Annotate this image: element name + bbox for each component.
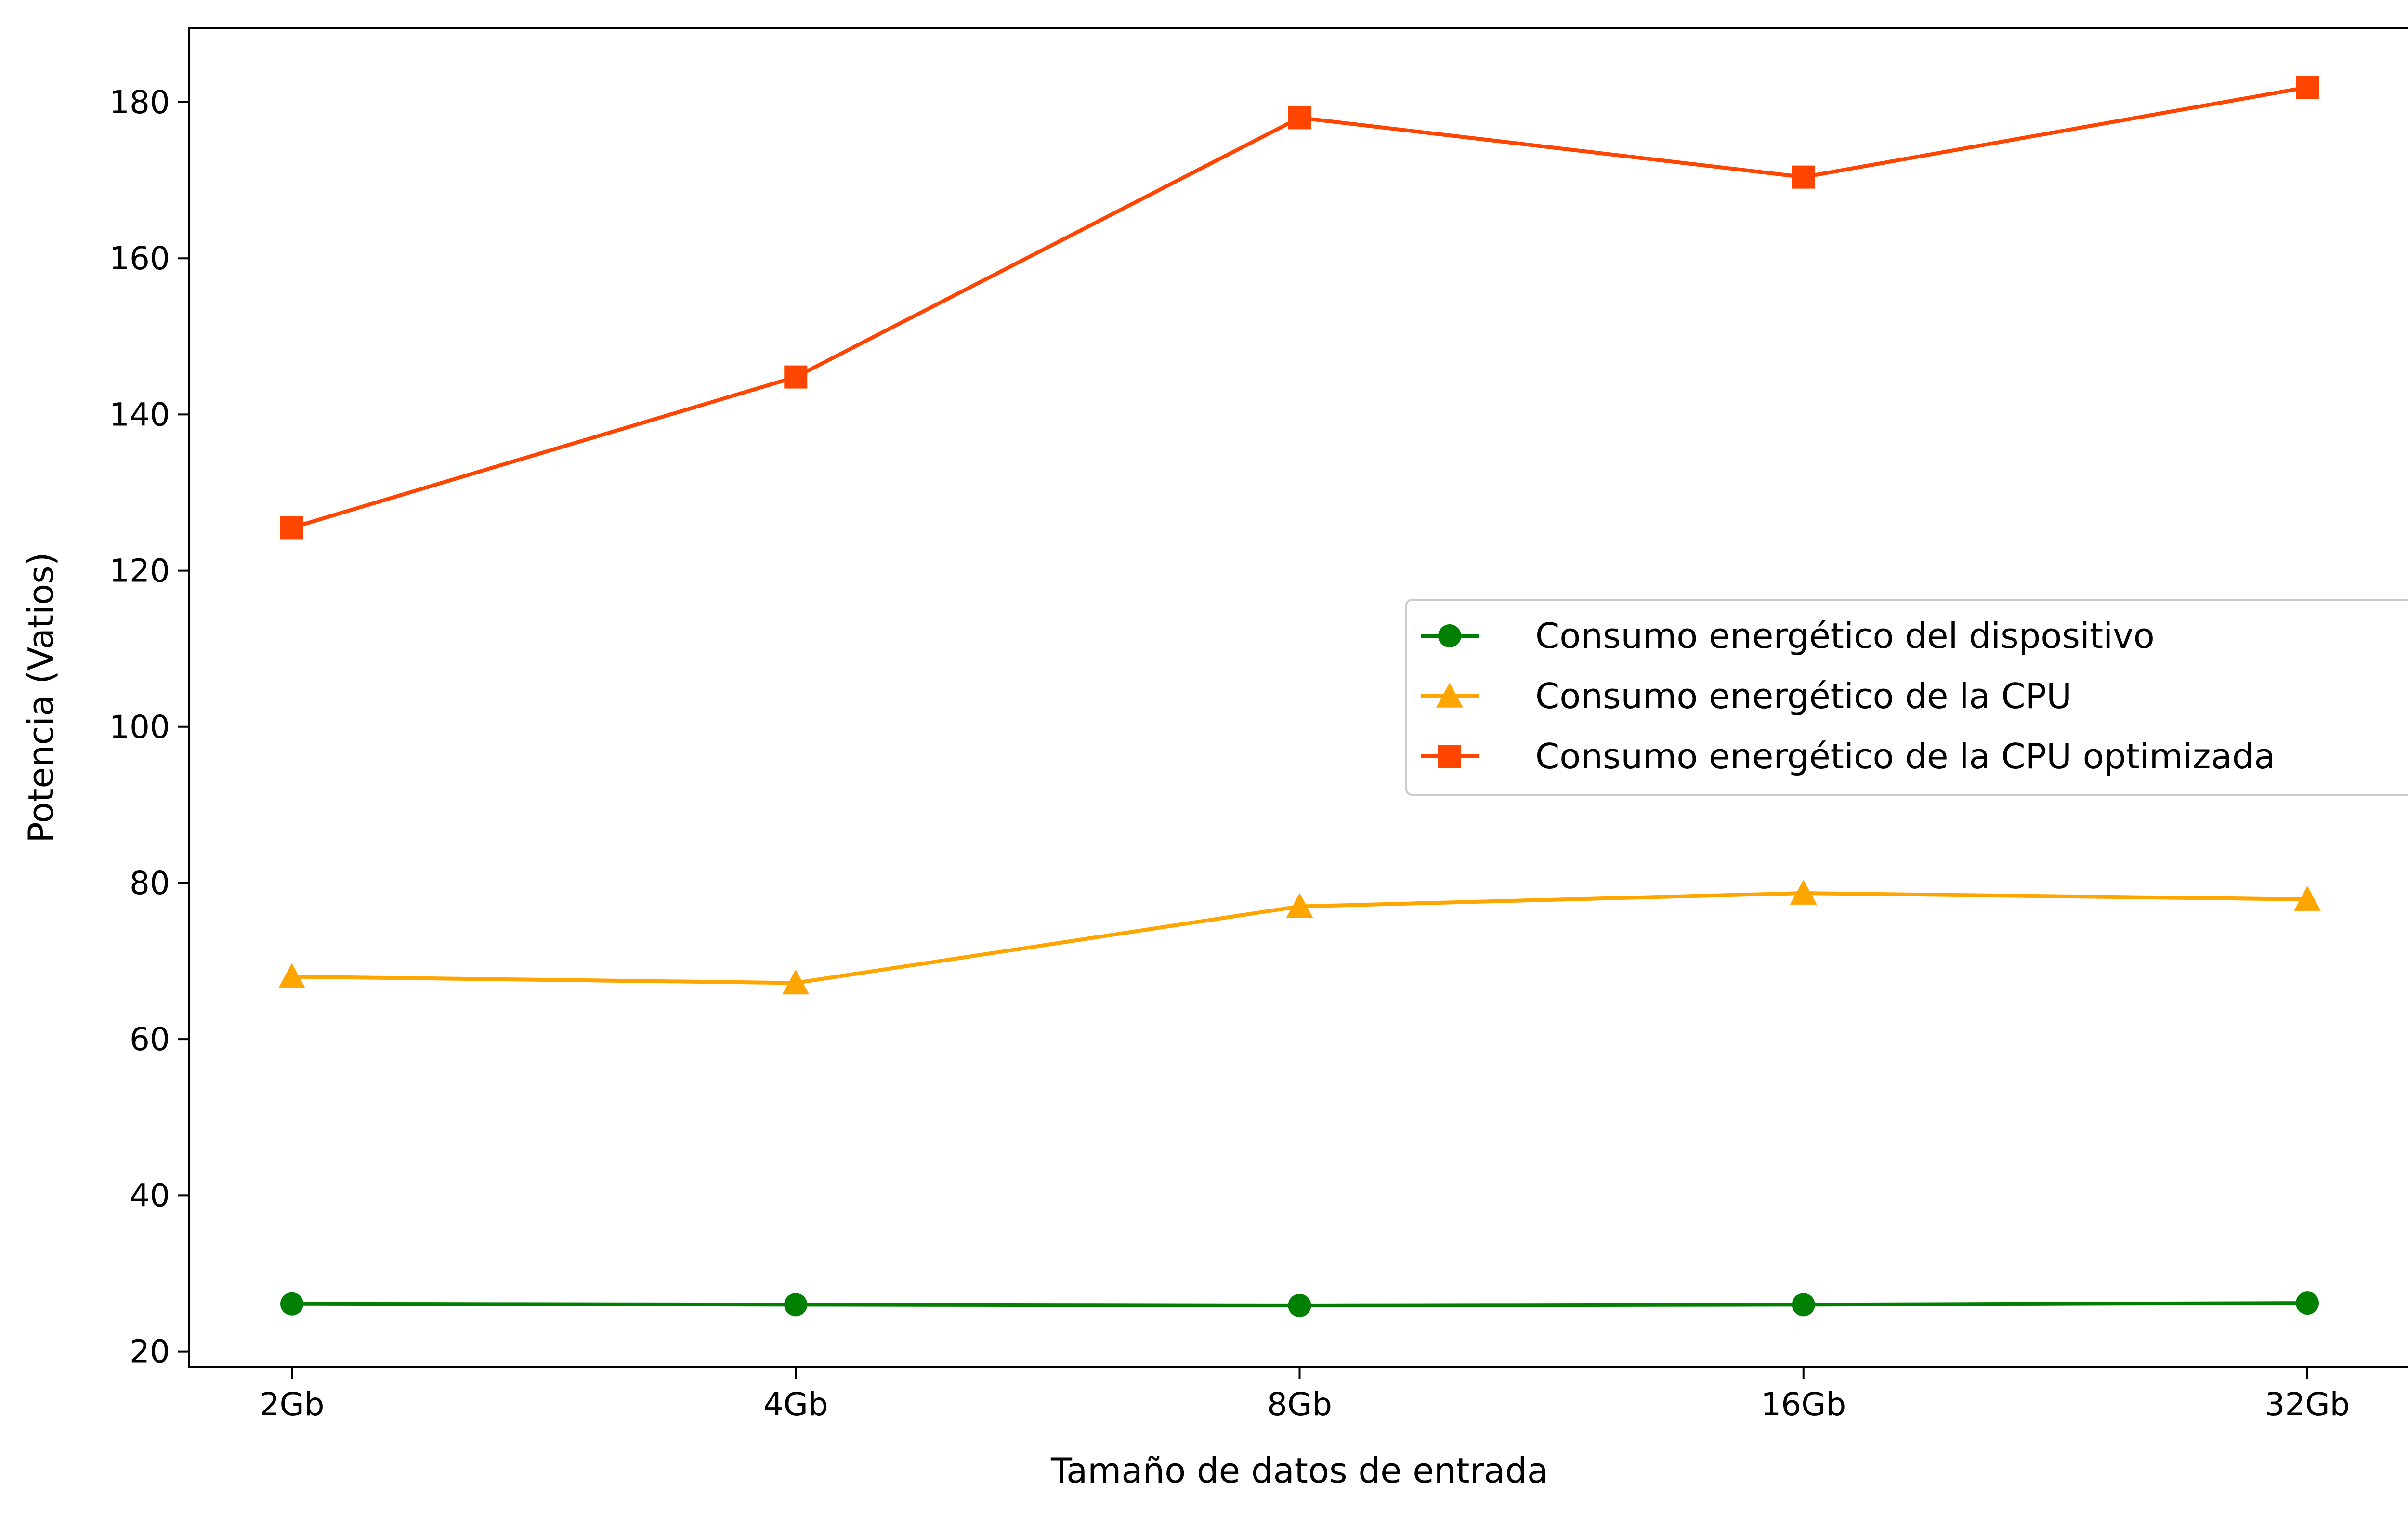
y-tick-label: 80 <box>130 865 170 902</box>
legend-item: Consumo energético del dispositivo <box>1421 616 2155 656</box>
x-tick-label: 2Gb <box>259 1386 324 1423</box>
legend-label: Consumo energético de la CPU <box>1535 676 2072 716</box>
y-tick-label: 180 <box>109 84 170 121</box>
y-tick-label: 100 <box>109 709 170 746</box>
data-point <box>2296 76 2319 99</box>
series-1 <box>280 1291 2319 1317</box>
data-point <box>782 969 810 995</box>
data-point <box>280 1292 303 1316</box>
y-tick-label: 120 <box>109 553 170 590</box>
x-tick-label: 16Gb <box>1761 1386 1846 1423</box>
y-tick-label: 160 <box>109 240 170 277</box>
legend-item: Consumo energético de la CPU optimizada <box>1421 736 2276 777</box>
data-point <box>280 516 303 540</box>
data-point <box>2296 1291 2319 1315</box>
x-axis-label: Tamaño de datos de entrada <box>1050 1450 1548 1491</box>
data-point <box>784 1293 808 1317</box>
legend: Consumo energético del dispositivo Consum… <box>1405 599 2408 796</box>
data-point <box>1288 1293 1311 1317</box>
legend-marker <box>1438 745 1461 768</box>
data-point <box>1792 165 1815 189</box>
y-tick-label: 60 <box>130 1021 170 1058</box>
legend-label: Consumo energético de la CPU optimizada <box>1535 736 2276 777</box>
series-2 <box>278 880 2321 995</box>
legend-label: Consumo energético del dispositivo <box>1535 616 2155 656</box>
series-3 <box>280 76 2319 540</box>
y-tick-label: 20 <box>130 1333 170 1370</box>
y-axis-label: Potencia (Vatios) <box>21 552 61 843</box>
data-point <box>278 963 305 988</box>
legend-box <box>1405 599 2408 796</box>
data-point <box>1288 106 1311 130</box>
legend-marker <box>1436 683 1463 708</box>
x-axis: 2Gb 4Gb 8Gb 16Gb 32Gb <box>259 1367 2350 1423</box>
x-tick-label: 8Gb <box>1267 1386 1332 1423</box>
series-layer <box>278 76 2321 1317</box>
y-axis: 20 40 60 80 100 120 140 160 180 <box>109 84 189 1370</box>
data-point <box>784 365 808 389</box>
legend-marker <box>1438 624 1461 647</box>
data-point <box>1790 880 1817 905</box>
data-point <box>1286 893 1313 918</box>
data-point <box>1792 1293 1815 1317</box>
y-tick-label: 40 <box>130 1177 170 1214</box>
x-tick-label: 32Gb <box>2264 1386 2350 1423</box>
legend-item: Consumo energético de la CPU <box>1421 676 2072 716</box>
data-point <box>2294 886 2321 911</box>
x-tick-label: 4Gb <box>763 1386 828 1423</box>
y-tick-label: 140 <box>109 396 170 433</box>
